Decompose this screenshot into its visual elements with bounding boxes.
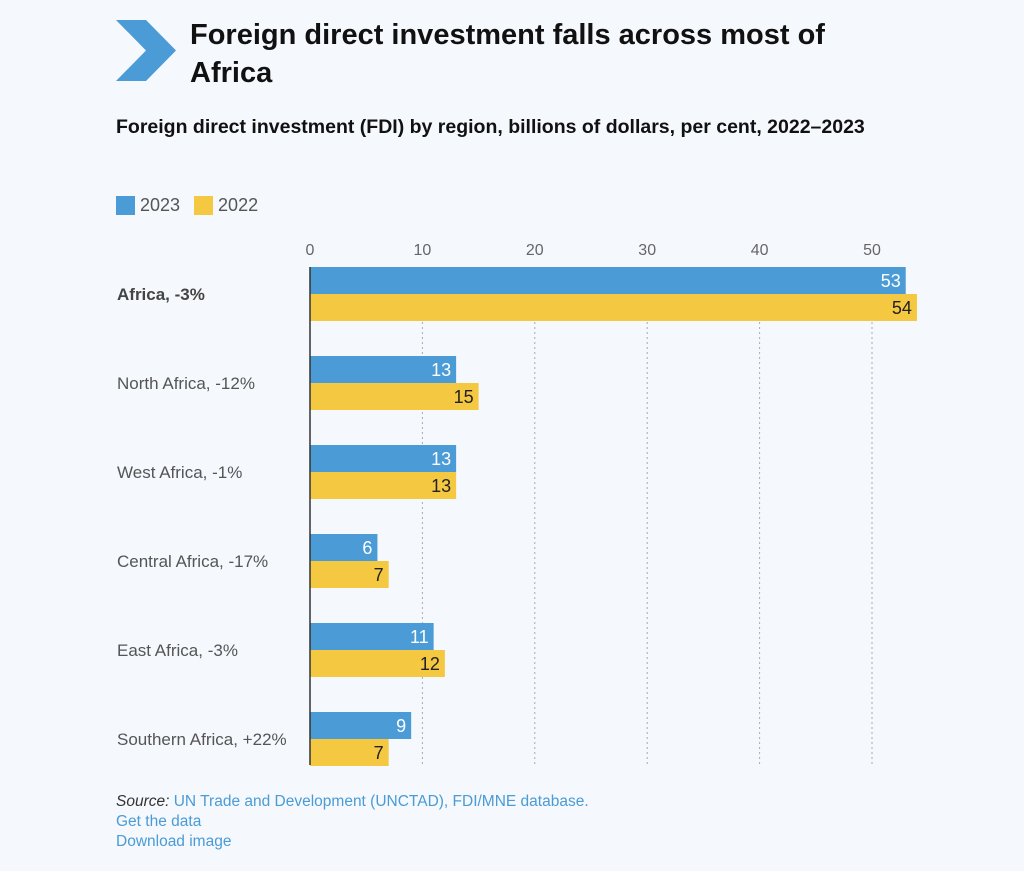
bar-2022 xyxy=(310,650,445,677)
data-label: 11 xyxy=(410,627,429,647)
category-label: North Africa, -12% xyxy=(117,374,255,393)
category-label: Southern Africa, +22% xyxy=(117,730,287,749)
footer: Source: UN Trade and Development (UNCTAD… xyxy=(116,792,589,852)
category-label: East Africa, -3% xyxy=(117,641,238,660)
data-label: 9 xyxy=(396,716,406,736)
bar-2023 xyxy=(310,267,906,294)
page-title: Foreign direct investment falls across m… xyxy=(190,19,825,89)
download-image-link[interactable]: Download image xyxy=(116,833,232,850)
bar-2022 xyxy=(310,383,479,410)
x-tick-label: 10 xyxy=(414,242,432,259)
x-tick-label: 30 xyxy=(638,242,656,259)
chart-subtitle: Foreign direct investment (FDI) by regio… xyxy=(116,116,865,138)
chevron-right-icon xyxy=(116,20,176,81)
legend-label: 2022 xyxy=(218,195,259,215)
source-label: Source: xyxy=(116,793,170,810)
data-label: 13 xyxy=(431,360,451,380)
bar-2023 xyxy=(310,623,434,650)
source-link[interactable]: UN Trade and Development (UNCTAD), FDI/M… xyxy=(173,793,589,810)
x-tick-label: 0 xyxy=(306,242,315,259)
data-label: 6 xyxy=(362,538,372,558)
legend-item-2023: 2023 xyxy=(116,195,180,216)
category-label: Africa, -3% xyxy=(117,285,205,304)
data-label: 12 xyxy=(420,654,440,674)
legend-swatch xyxy=(116,196,135,215)
x-tick-label: 40 xyxy=(751,242,769,259)
data-label: 15 xyxy=(454,387,474,407)
bar-2022 xyxy=(310,472,457,499)
legend-label: 2023 xyxy=(140,195,181,215)
get-data-link[interactable]: Get the data xyxy=(116,813,202,830)
bar-2023 xyxy=(310,445,457,472)
bar-2023 xyxy=(310,534,378,561)
x-tick-label: 50 xyxy=(863,242,881,259)
bar-2022 xyxy=(310,739,389,766)
legend: 2023 2022 xyxy=(116,195,272,216)
data-label: 7 xyxy=(374,743,384,763)
bar-2023 xyxy=(310,356,457,383)
data-label: 13 xyxy=(431,476,451,496)
legend-item-2022: 2022 xyxy=(194,195,258,216)
bar-2022 xyxy=(310,294,917,321)
data-label: 7 xyxy=(374,565,384,585)
category-label: West Africa, -1% xyxy=(117,463,242,482)
data-label: 54 xyxy=(892,298,912,318)
legend-swatch xyxy=(194,196,214,215)
data-label: 53 xyxy=(881,271,901,291)
data-label: 13 xyxy=(431,449,451,469)
x-tick-label: 20 xyxy=(526,242,544,259)
bar-2023 xyxy=(310,712,412,739)
bar-2022 xyxy=(310,561,389,588)
category-label: Central Africa, -17% xyxy=(117,552,268,571)
